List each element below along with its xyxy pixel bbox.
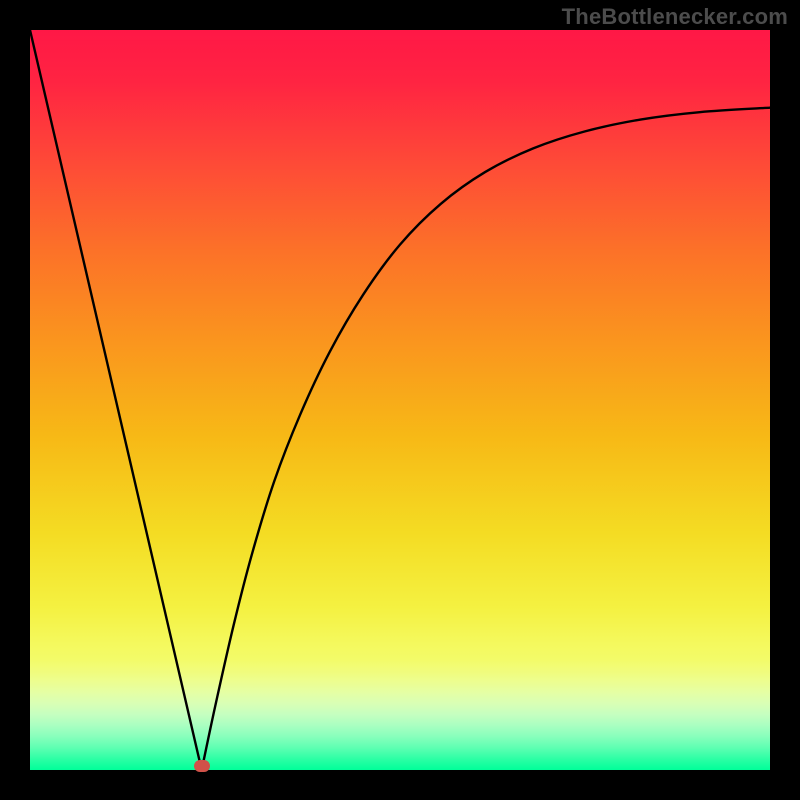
watermark-text: TheBottlenecker.com [562, 4, 788, 30]
plot-area [30, 30, 770, 770]
figure-root: TheBottlenecker.com [0, 0, 800, 800]
vertex-marker [194, 760, 210, 772]
curve-layer [30, 30, 770, 770]
bottleneck-curve [30, 30, 770, 770]
